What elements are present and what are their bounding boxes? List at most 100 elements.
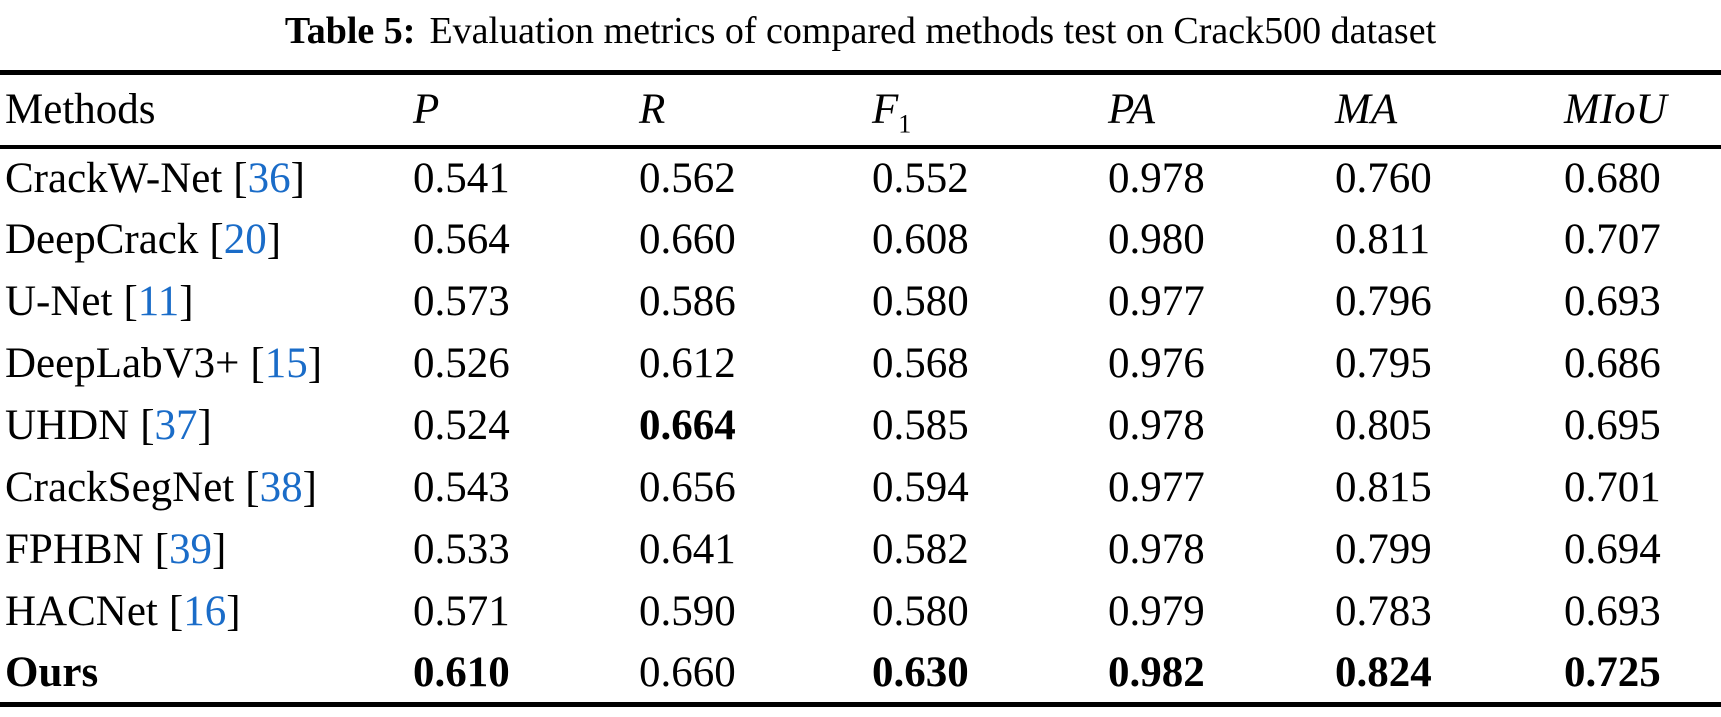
- method-cell: DeepCrack [20]: [0, 209, 408, 271]
- citation-number[interactable]: 11: [137, 278, 180, 325]
- table-row: CrackSegNet [38] 0.543 0.656 0.594 0.977 …: [0, 457, 1721, 519]
- value-cell-miou: 0.694: [1564, 526, 1661, 573]
- evaluation-metrics-table: Methods P R F1 PA MA MIoU CrackW-Net [36]…: [0, 70, 1721, 707]
- value-cell-p: 0.571: [413, 588, 510, 635]
- value-cell-p: 0.541: [413, 155, 510, 202]
- citation-bracket: ]: [226, 588, 241, 635]
- citation-bracket: [: [154, 526, 169, 573]
- method-name: Ours: [5, 648, 99, 696]
- value-cell-r: 0.612: [639, 340, 736, 387]
- table-row: FPHBN [39] 0.533 0.641 0.582 0.978 0.799 …: [0, 519, 1721, 581]
- citation: [15]: [250, 340, 322, 387]
- value-cell-r: 0.660: [639, 648, 736, 696]
- method-name: HACNet: [5, 588, 158, 635]
- column-header-p: P: [413, 86, 440, 134]
- citation: [38]: [245, 464, 317, 511]
- citation: [11]: [123, 278, 193, 325]
- citation-bracket: [: [140, 402, 155, 449]
- method-name: U-Net: [5, 278, 113, 325]
- table-row: HACNet [16] 0.571 0.590 0.580 0.979 0.783…: [0, 581, 1721, 643]
- table-caption: Table 5: Evaluation metrics of compared m…: [0, 0, 1721, 70]
- method-name: DeepCrack: [5, 216, 199, 263]
- column-header-f1: F1: [872, 86, 912, 139]
- citation-number[interactable]: 15: [264, 340, 308, 387]
- value-cell-p: 0.526: [413, 340, 510, 387]
- citation-bracket: [: [209, 216, 224, 263]
- value-cell-miou: 0.693: [1564, 588, 1661, 635]
- citation-bracket: [: [233, 155, 248, 202]
- value-cell-p: 0.573: [413, 278, 510, 325]
- value-cell-f1: 0.580: [872, 278, 969, 325]
- value-cell-ma: 0.824: [1335, 648, 1432, 696]
- value-cell-r: 0.641: [639, 526, 736, 573]
- citation-number[interactable]: 37: [154, 402, 198, 449]
- method-name: CrackSegNet: [5, 464, 235, 511]
- citation-bracket: ]: [290, 155, 305, 202]
- value-cell-f1: 0.582: [872, 526, 969, 573]
- value-cell-pa: 0.978: [1108, 155, 1205, 202]
- method-cell: FPHBN [39]: [0, 519, 408, 581]
- method-name: DeepLabV3+: [5, 340, 240, 387]
- value-cell-p: 0.543: [413, 464, 510, 511]
- value-cell-f1: 0.608: [872, 216, 969, 263]
- method-name: CrackW-Net: [5, 155, 223, 202]
- citation: [16]: [169, 588, 241, 635]
- value-cell-miou: 0.680: [1564, 155, 1661, 202]
- value-cell-p: 0.533: [413, 526, 510, 573]
- value-cell-ma: 0.783: [1335, 588, 1432, 635]
- table-caption-text: Evaluation metrics of compared methods t…: [429, 10, 1437, 52]
- column-header-miou: MIoU: [1564, 86, 1667, 134]
- table-row: DeepCrack [20] 0.564 0.660 0.608 0.980 0.…: [0, 209, 1721, 271]
- value-cell-ma: 0.796: [1335, 278, 1432, 325]
- value-cell-f1: 0.580: [872, 588, 969, 635]
- method-name: FPHBN: [5, 526, 144, 573]
- value-cell-pa: 0.976: [1108, 340, 1205, 387]
- column-header-methods: Methods: [5, 86, 156, 134]
- header-row: Methods P R F1 PA MA MIoU: [0, 73, 1721, 147]
- column-header-ma: MA: [1335, 86, 1398, 134]
- value-cell-r: 0.664: [639, 402, 736, 449]
- citation-bracket: [: [250, 340, 265, 387]
- value-cell-r: 0.590: [639, 588, 736, 635]
- value-cell-r: 0.586: [639, 278, 736, 325]
- citation-number[interactable]: 36: [247, 155, 291, 202]
- value-cell-ma: 0.760: [1335, 155, 1432, 202]
- citation-bracket: ]: [307, 340, 323, 387]
- f1-subscript: 1: [898, 109, 912, 139]
- citation-bracket: [: [123, 278, 138, 325]
- value-cell-miou: 0.695: [1564, 402, 1661, 449]
- table-row-ours: Ours 0.610 0.660 0.630 0.982 0.824 0.725: [0, 643, 1721, 705]
- citation-bracket: [: [245, 464, 260, 511]
- value-cell-f1: 0.552: [872, 155, 969, 202]
- column-header-r: R: [639, 86, 666, 134]
- value-cell-ma: 0.799: [1335, 526, 1432, 573]
- citation-bracket: ]: [266, 216, 282, 263]
- method-cell: U-Net [11]: [0, 271, 408, 333]
- method-name: UHDN: [5, 402, 130, 449]
- citation-number[interactable]: 38: [259, 464, 303, 511]
- method-cell: UHDN [37]: [0, 395, 408, 457]
- citation: [37]: [140, 402, 212, 449]
- method-cell: CrackW-Net [36]: [0, 147, 408, 209]
- value-cell-f1: 0.630: [872, 648, 969, 696]
- value-cell-miou: 0.693: [1564, 278, 1661, 325]
- value-cell-r: 0.660: [639, 216, 736, 263]
- value-cell-pa: 0.979: [1108, 588, 1205, 635]
- table-row: CrackW-Net [36] 0.541 0.562 0.552 0.978 0…: [0, 147, 1721, 209]
- method-cell: CrackSegNet [38]: [0, 457, 408, 519]
- value-cell-pa: 0.980: [1108, 216, 1205, 263]
- method-cell: Ours: [0, 643, 408, 705]
- value-cell-f1: 0.585: [872, 402, 969, 449]
- method-cell: DeepLabV3+ [15]: [0, 333, 408, 395]
- citation-bracket: ]: [179, 278, 194, 325]
- value-cell-ma: 0.811: [1335, 216, 1431, 263]
- value-cell-miou: 0.686: [1564, 340, 1661, 387]
- citation-number[interactable]: 39: [168, 526, 212, 573]
- value-cell-ma: 0.815: [1335, 464, 1432, 511]
- value-cell-pa: 0.978: [1108, 402, 1205, 449]
- value-cell-r: 0.562: [639, 155, 736, 202]
- value-cell-pa: 0.978: [1108, 526, 1205, 573]
- value-cell-ma: 0.795: [1335, 340, 1432, 387]
- citation-number[interactable]: 20: [223, 216, 267, 263]
- citation-number[interactable]: 16: [183, 588, 227, 635]
